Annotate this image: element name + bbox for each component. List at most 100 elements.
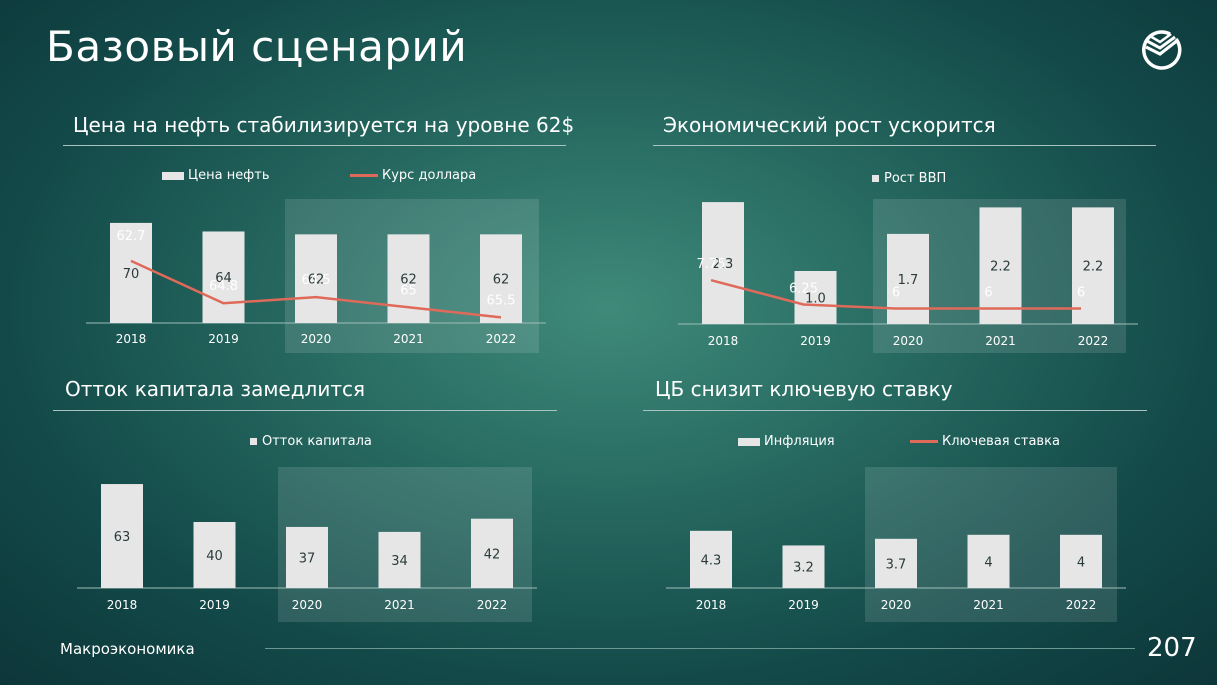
capital-chart-title: Отток капитала замедлится	[65, 377, 365, 401]
line-value-label: 6	[984, 286, 992, 301]
bar-value-label: 2.3	[713, 257, 734, 272]
bar-2021	[967, 534, 1010, 588]
bar-value-label: 3.2	[793, 561, 814, 576]
legend-label: Рост ВВП	[884, 171, 947, 186]
legend-label: Отток капитала	[262, 434, 372, 449]
x-tick-label: 2019	[788, 598, 819, 612]
line-value-label: 6	[892, 286, 900, 301]
line-value-label: 65	[400, 283, 417, 298]
legend-label: Цена нефть	[188, 168, 270, 183]
bar-value-label: 64	[215, 271, 232, 286]
bar-2022	[1060, 534, 1102, 588]
capital-legend: Отток капитала	[250, 434, 372, 449]
x-tick-label: 2021	[393, 332, 424, 346]
bar-value-label: 4	[984, 555, 992, 570]
capital-title-rule	[53, 410, 557, 411]
oil-title-rule	[63, 145, 566, 146]
x-tick-label: 2020	[893, 334, 924, 348]
x-tick-label: 2021	[985, 334, 1016, 348]
x-tick-label: 2020	[881, 598, 912, 612]
bar-2018	[110, 222, 152, 323]
bar-2022	[480, 234, 522, 323]
rate-legend-bar: Инфляция	[738, 434, 835, 449]
bar-value-label: 40	[206, 549, 223, 564]
bar-value-label: 34	[391, 554, 408, 569]
bar-value-label: 63	[114, 530, 131, 545]
line-value-label: 6.25	[789, 281, 818, 296]
oil-chart-title: Цена на нефть стабилизируется на уровне …	[73, 113, 575, 137]
bar-2018	[101, 484, 143, 588]
x-tick-label: 2022	[486, 332, 517, 346]
bar-value-label: 4	[1077, 555, 1085, 570]
legend-label: Ключевая ставка	[942, 434, 1060, 449]
legend-label: Курс доллара	[382, 168, 477, 183]
legend-swatch-square	[872, 175, 879, 182]
bar-2022	[471, 518, 513, 588]
line-value-label: 7.75	[697, 257, 726, 272]
legend-swatch-bar	[738, 437, 760, 446]
bar-2020	[295, 234, 337, 323]
legend-swatch-line	[350, 174, 378, 177]
bar-2019	[202, 231, 245, 323]
series-line	[710, 278, 1081, 310]
bar-value-label: 4.3	[701, 553, 722, 568]
bar-2019	[193, 522, 236, 588]
rate-chart-title: ЦБ снизит ключевую ставку	[655, 377, 953, 401]
x-tick-label: 2021	[973, 598, 1004, 612]
line-value-label: 65.5	[487, 293, 516, 308]
gdp-chart-title: Экономический рост ускорится	[663, 113, 996, 137]
bar-2022	[1072, 207, 1114, 324]
x-tick-label: 2022	[477, 598, 508, 612]
line-value-label: 62.7	[117, 229, 146, 244]
bar-value-label: 37	[299, 551, 316, 566]
x-tick-label: 2021	[384, 598, 415, 612]
x-tick-label: 2018	[116, 332, 147, 346]
bar-value-label: 1.0	[805, 292, 826, 307]
bar-2019	[794, 271, 837, 324]
rate-title-rule	[643, 410, 1147, 411]
bar-2019	[782, 545, 825, 588]
oil-legend-line: Курс доллара	[350, 168, 476, 183]
oil-legend-bar: Цена нефть	[162, 168, 270, 183]
legend-swatch-square	[250, 438, 257, 445]
legend-swatch-line	[910, 440, 938, 443]
page-number: 207	[1147, 633, 1197, 663]
x-tick-label: 2020	[301, 332, 332, 346]
bar-value-label: 70	[123, 267, 140, 282]
bar-value-label: 62	[400, 273, 417, 288]
line-value-label: 64.8	[209, 279, 238, 294]
footer-rule	[265, 648, 1135, 649]
x-tick-label: 2022	[1078, 334, 1109, 348]
bar-value-label: 1.7	[898, 273, 919, 288]
bar-value-label: 2.2	[1083, 260, 1104, 275]
sberbank-logo	[1142, 30, 1182, 70]
rate-legend-line: Ключевая ставка	[910, 434, 1060, 449]
bar-value-label: 42	[484, 547, 501, 562]
x-tick-label: 2022	[1066, 598, 1097, 612]
x-tick-label: 2018	[708, 334, 739, 348]
line-value-label: 64.5	[302, 273, 331, 288]
series-line	[130, 259, 502, 319]
bar-value-label: 62	[493, 273, 510, 288]
x-tick-label: 2018	[107, 598, 138, 612]
bar-2020	[286, 526, 328, 588]
bar-2021	[378, 531, 421, 588]
bar-2018	[690, 530, 732, 588]
x-tick-label: 2019	[199, 598, 230, 612]
x-tick-label: 2020	[292, 598, 323, 612]
bar-2021	[979, 207, 1022, 324]
x-tick-label: 2018	[696, 598, 727, 612]
bar-value-label: 2.2	[990, 260, 1011, 275]
bar-value-label: 62	[308, 273, 325, 288]
gdp-title-rule	[653, 145, 1156, 146]
bar-value-label: 3.7	[886, 557, 907, 572]
line-value-label: 6	[1077, 286, 1085, 301]
x-tick-label: 2019	[208, 332, 239, 346]
bar-2020	[875, 538, 917, 588]
x-tick-label: 2019	[800, 334, 831, 348]
legend-label: Инфляция	[764, 434, 835, 449]
legend-swatch-bar	[162, 171, 184, 180]
